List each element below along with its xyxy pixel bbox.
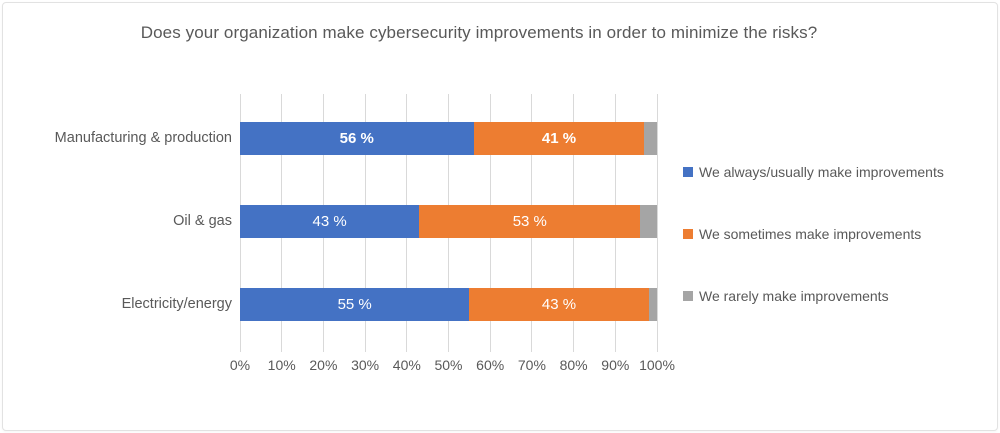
bar-segment: 41 %: [473, 122, 645, 155]
bar-data-label: 41 %: [541, 130, 577, 147]
legend-item: We always/usually make improvements: [683, 163, 944, 181]
bar-data-label: 53 %: [512, 213, 547, 230]
bar-row: 56 % 41 %: [240, 122, 657, 155]
bar-data-label: 43 %: [541, 296, 577, 313]
category-label: Oil & gas: [173, 213, 232, 229]
legend-swatch-icon: [683, 229, 693, 239]
bar-data-label: 43 %: [312, 213, 347, 230]
x-axis-tick-label: 20%: [309, 357, 338, 373]
bar-segment: 53 %: [419, 205, 641, 238]
bar-segment: 43 %: [240, 205, 420, 238]
x-axis: 0% 10% 20% 30% 40% 50% 60% 70% 80% 90% 100%: [230, 357, 675, 377]
bar-segment: [648, 288, 657, 321]
x-axis-tick-label: 60%: [476, 357, 505, 373]
chart-title: Does your organization make cybersecurit…: [140, 23, 818, 42]
x-axis-tick-label: 40%: [392, 357, 421, 373]
x-axis-tick-label: 90%: [601, 357, 630, 373]
x-axis-tick-label: 10%: [267, 357, 296, 373]
bar-row: 55 % 43 %: [240, 288, 657, 321]
bar-data-label: 55 %: [337, 296, 372, 313]
legend-label: We sometimes make improvements: [699, 226, 922, 242]
bar-segment: 43 %: [469, 288, 649, 321]
x-axis-tick-label: 50%: [434, 357, 463, 373]
x-axis-tick-label: 30%: [351, 357, 380, 373]
bar-segment: [644, 122, 657, 155]
plot-area: 56 % 41 % 43 % 53 % 55 % 43 %: [239, 94, 658, 352]
category-axis: Manufacturing & production Oil & gas Elect…: [0, 94, 232, 352]
bar-row: 43 % 53 %: [240, 205, 657, 238]
bar-segment: 56 %: [240, 122, 474, 155]
legend-label: We always/usually make improvements: [699, 164, 944, 180]
bar-data-label: 56 %: [339, 130, 374, 147]
legend-label: We rarely make improvements: [699, 288, 889, 304]
legend-item: We rarely make improvements: [683, 287, 944, 305]
x-axis-tick-label: 0%: [229, 357, 251, 373]
category-label: Electricity/energy: [121, 296, 232, 312]
gridline: [656, 94, 658, 352]
bar-segment: 55 %: [240, 288, 470, 321]
category-label: Manufacturing & production: [54, 130, 232, 146]
legend-swatch-icon: [683, 167, 693, 177]
x-axis-tick-label: 80%: [559, 357, 588, 373]
x-axis-tick-label: 70%: [517, 357, 546, 373]
legend: We always/usually make improvements We so…: [683, 163, 944, 305]
x-axis-tick-label: 100%: [639, 357, 675, 373]
legend-item: We sometimes make improvements: [683, 225, 944, 243]
bar-segment: [640, 205, 657, 238]
legend-swatch-icon: [683, 291, 693, 301]
